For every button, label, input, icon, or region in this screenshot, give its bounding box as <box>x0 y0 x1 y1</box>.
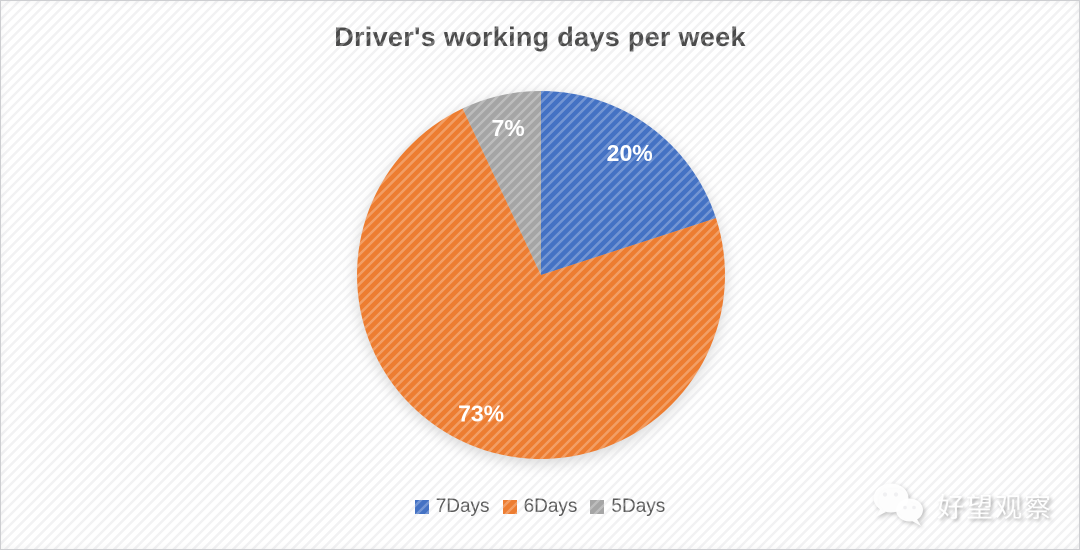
legend-label-7days: 7Days <box>436 496 490 518</box>
pie-slice-label-5days: 7% <box>491 115 524 141</box>
legend-label-5days: 5Days <box>611 496 665 518</box>
legend-swatch-7days <box>415 500 429 514</box>
legend-label-6days: 6Days <box>524 496 578 518</box>
watermark: 好望观察 <box>870 480 1053 530</box>
chart-title: Driver's working days per week <box>1 22 1079 53</box>
watermark-text: 好望观察 <box>937 486 1053 525</box>
legend-item-5days: 5Days <box>590 496 665 518</box>
legend-swatch-5days <box>590 500 604 514</box>
pie-slice-label-6days: 73% <box>458 401 504 427</box>
wechat-icon <box>870 480 928 530</box>
pie-slice-label-7days: 20% <box>607 140 653 166</box>
legend-swatch-6days <box>503 500 517 514</box>
legend-item-7days: 7Days <box>415 496 490 518</box>
legend-item-6days: 6Days <box>503 496 578 518</box>
